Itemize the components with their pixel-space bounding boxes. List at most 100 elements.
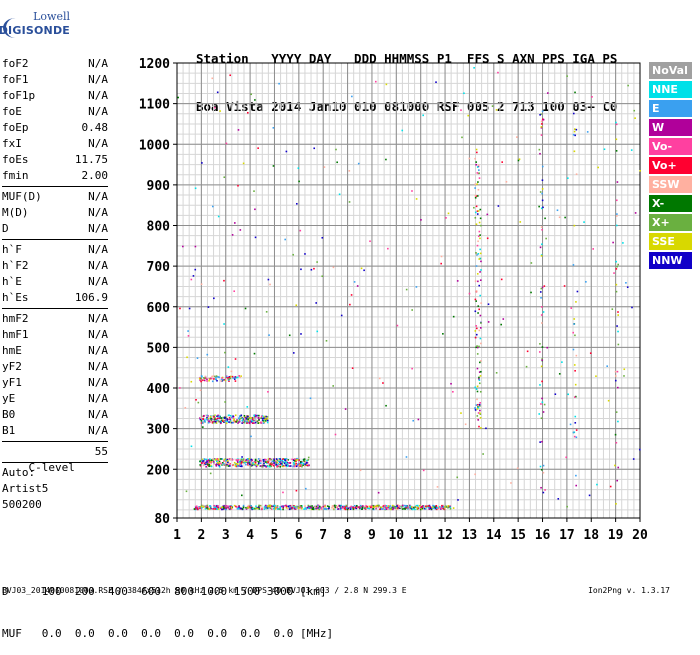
echo-point [248,463,251,466]
echo-point [291,504,293,507]
echo-point [234,222,236,224]
echo-point [407,507,409,510]
x-tick-label: 10 [388,528,404,543]
echo-point [240,461,243,464]
x-tick-label: 4 [246,528,254,543]
echo-point [340,504,343,507]
echo-point [245,508,248,510]
echo-point [207,418,209,421]
auto-artist: Artist5 [2,482,49,495]
echo-point [215,463,217,466]
echo-point [540,126,543,128]
echo-point [295,507,297,509]
echo-point [349,508,352,510]
echo-point [384,504,386,507]
echo-point [639,169,641,172]
echo-point [597,166,599,169]
echo-point [289,462,292,464]
echo-point [206,506,209,508]
echo-point [557,498,560,500]
echo-point [223,279,225,282]
echo-point [475,161,478,163]
echo-point [254,208,256,211]
echo-point [540,207,543,210]
echo-point [476,195,479,197]
echo-point [322,505,325,508]
echo-point [573,130,576,133]
echo-point [301,465,303,468]
echo-point [228,508,231,510]
param-label: hmF2 [2,312,29,325]
echo-point [205,458,208,461]
echo-point [541,401,544,404]
echo-point [223,378,225,381]
echo-point [291,458,293,461]
echo-point [235,421,238,423]
echo-point [615,411,618,413]
echo-point [311,508,314,510]
echo-point [237,507,240,510]
echo-point [541,380,543,383]
echo-point [221,507,224,509]
echo-point [479,375,482,377]
echo-point [213,506,216,509]
echo-point [210,464,212,467]
echo-point [539,441,541,443]
echo-point [233,419,235,422]
echo-point [287,462,290,464]
echo-point [474,407,476,409]
echo-point [316,261,318,263]
echo-point [479,217,482,220]
echo-point [208,508,211,510]
echo-point [541,199,544,202]
echo-point [345,504,348,507]
echo-point [272,165,275,167]
param-label: hmF1 [2,328,29,341]
echo-point [632,458,635,460]
echo-point [368,507,370,510]
echo-point [430,508,433,511]
param-value: N/A [88,137,108,150]
echo-point [440,506,443,509]
echo-point [616,181,619,183]
echo-point [370,505,373,507]
echo-point [234,463,237,466]
echo-point [505,180,508,183]
echo-point [206,507,208,509]
echo-point [369,506,372,509]
echo-point [541,165,544,168]
echo-point [269,504,272,507]
echo-point [224,420,227,423]
echo-point [242,421,244,424]
echo-point [268,504,271,507]
echo-point [223,463,225,466]
echo-point [202,464,205,467]
echo-point [348,170,351,172]
echo-point [416,504,419,507]
param-value: N/A [88,424,108,437]
plot-frame [176,62,641,519]
echo-point [447,212,450,215]
echo-point [239,460,242,463]
echo-point [474,280,477,282]
echo-point [208,379,210,382]
echo-point [203,420,206,423]
echo-point [332,385,334,387]
echo-point [307,504,310,507]
echo-point [281,461,284,463]
echo-point [382,382,384,384]
echo-point [221,458,223,460]
echo-point [265,507,268,510]
echo-point [401,504,404,507]
echo-point [574,369,576,372]
echo-point [195,398,197,401]
echo-point [268,465,271,468]
echo-point [224,416,227,419]
echo-point [482,453,484,455]
echo-point [200,419,203,422]
echo-point [282,506,285,509]
echo-point [272,504,275,507]
echo-point [572,331,574,334]
echo-point [306,464,308,467]
echo-point [262,460,265,462]
